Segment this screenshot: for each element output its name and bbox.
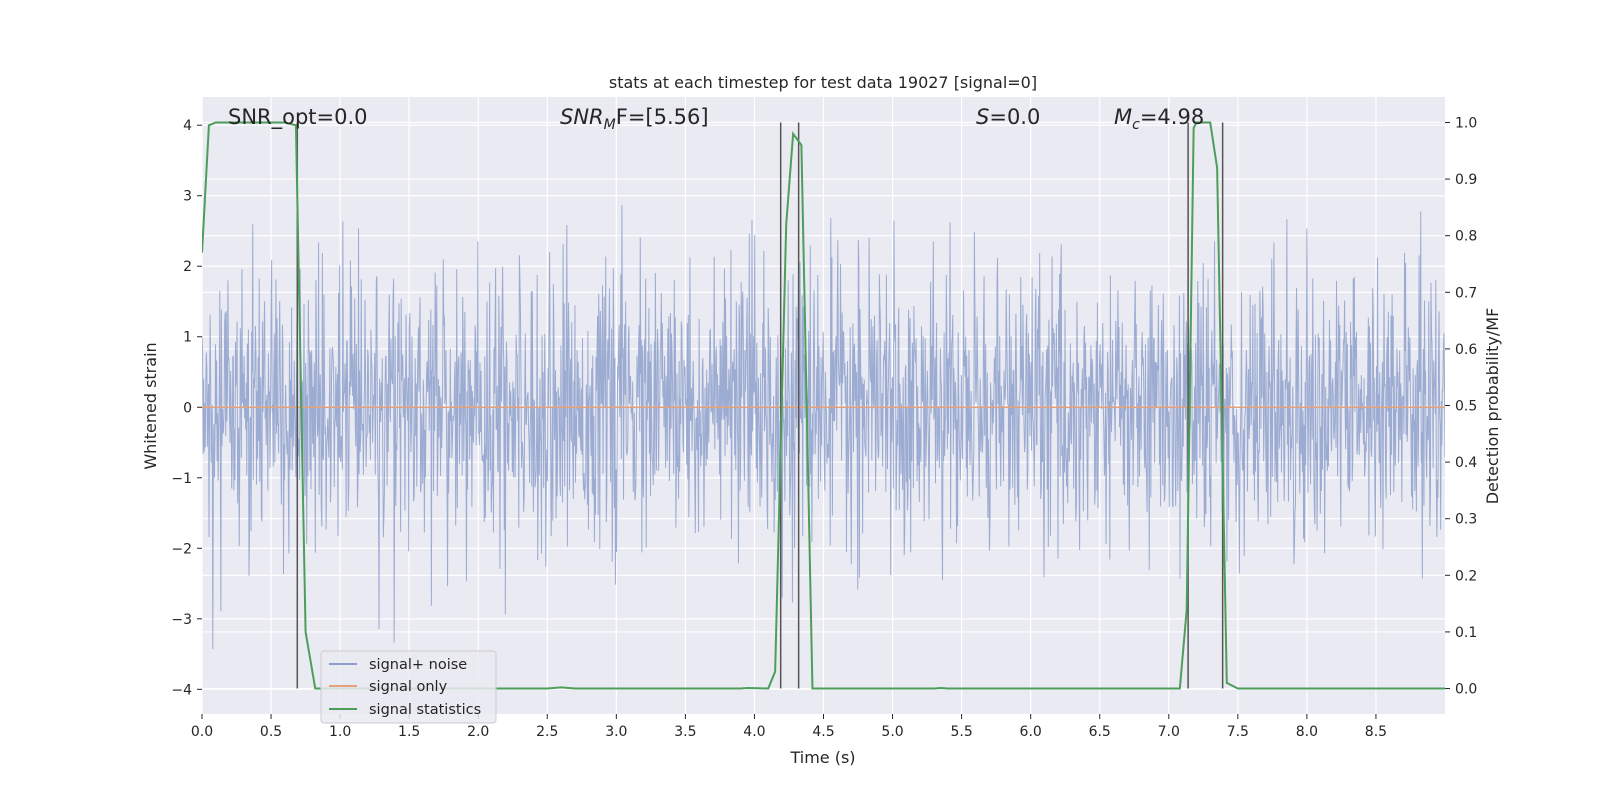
y2-tick-label: 0.3: [1455, 512, 1477, 528]
y2-tick-label: 0.5: [1455, 399, 1477, 415]
y2-tick-label: 0.1: [1455, 625, 1477, 641]
x-tick-label: 7.5: [1227, 724, 1249, 740]
y-tick-label: −1: [171, 471, 192, 487]
series-signal-plus-noise-line: [202, 205, 1445, 650]
x-tick-label: 1.5: [398, 724, 420, 740]
y2-axis-ticks: 0.0 0.1 0.2 0.3 0.4 0.5 0.6 0.7 0.8 0.9 1.0: [1445, 115, 1477, 698]
annotation-snr-opt: SNR_opt=0.0: [228, 105, 368, 130]
y-tick-label: 2: [183, 259, 192, 275]
y-tick-label: 3: [183, 189, 192, 205]
y-tick-label: −4: [171, 682, 192, 698]
x-axis-ticks: 0.0 0.5 1.0 1.5 2.0 2.5 3.0 3.5 4.0 4.5 5.0 5.5 6.0 6…: [191, 714, 1387, 740]
y2-tick-label: 1.0: [1455, 115, 1477, 131]
x-tick-label: 5.0: [881, 724, 903, 740]
annotation-s: S=0.0: [976, 105, 1040, 129]
y2-axis-label: Detection probability/MF: [1483, 308, 1502, 505]
y-tick-label: −3: [171, 612, 192, 628]
x-tick-label: 4.5: [812, 724, 834, 740]
annotation-snr-mf: SNRMF=[5.56]: [560, 105, 709, 133]
x-tick-label: 8.5: [1365, 724, 1387, 740]
x-tick-label: 5.5: [950, 724, 972, 740]
y2-tick-label: 0.6: [1455, 342, 1477, 358]
legend-label-signal-statistics: signal statistics: [369, 702, 481, 718]
legend-box: [320, 650, 497, 724]
y-axis-ticks: −4 −3 −2 −1 0 1 2 3 4: [171, 118, 202, 698]
x-tick-label: 0.5: [260, 724, 282, 740]
y-tick-label: −2: [171, 541, 192, 557]
y2-tick-label: 0.4: [1455, 455, 1477, 471]
legend: signal+ noise signal only signal statist…: [320, 650, 497, 724]
y2-tick-label: 0.0: [1455, 682, 1477, 698]
series-signal-statistics-line: [202, 121, 1445, 690]
legend-label-signal-plus-noise: signal+ noise: [369, 657, 467, 673]
y2-tick-label: 0.8: [1455, 229, 1477, 245]
y2-tick-label: 0.7: [1455, 285, 1477, 301]
y-tick-label: 4: [183, 118, 192, 134]
x-axis-label: Time (s): [789, 748, 855, 767]
x-tick-label: 6.0: [1020, 724, 1042, 740]
y2-tick-label: 0.9: [1455, 172, 1477, 188]
x-tick-label: 2.0: [467, 724, 489, 740]
chart-title: stats at each timestep for test data 190…: [609, 73, 1037, 92]
y-tick-label: 1: [183, 330, 192, 346]
x-tick-label: 8.0: [1296, 724, 1318, 740]
x-tick-label: 6.5: [1089, 724, 1111, 740]
x-tick-label: 0.0: [191, 724, 213, 740]
y-tick-label: 0: [183, 400, 192, 416]
x-tick-label: 1.0: [329, 724, 351, 740]
x-tick-label: 4.0: [743, 724, 765, 740]
vertical-marker-lines: [296, 122, 1224, 689]
x-tick-label: 3.5: [674, 724, 696, 740]
x-tick-label: 3.0: [605, 724, 627, 740]
annotation-mc: Mc=4.98: [1114, 105, 1204, 133]
x-tick-label: 7.0: [1158, 724, 1180, 740]
y2-tick-label: 0.2: [1455, 568, 1477, 584]
y-axis-label: Whitened strain: [141, 342, 160, 469]
legend-label-signal-only: signal only: [369, 679, 448, 695]
x-tick-label: 2.5: [536, 724, 558, 740]
